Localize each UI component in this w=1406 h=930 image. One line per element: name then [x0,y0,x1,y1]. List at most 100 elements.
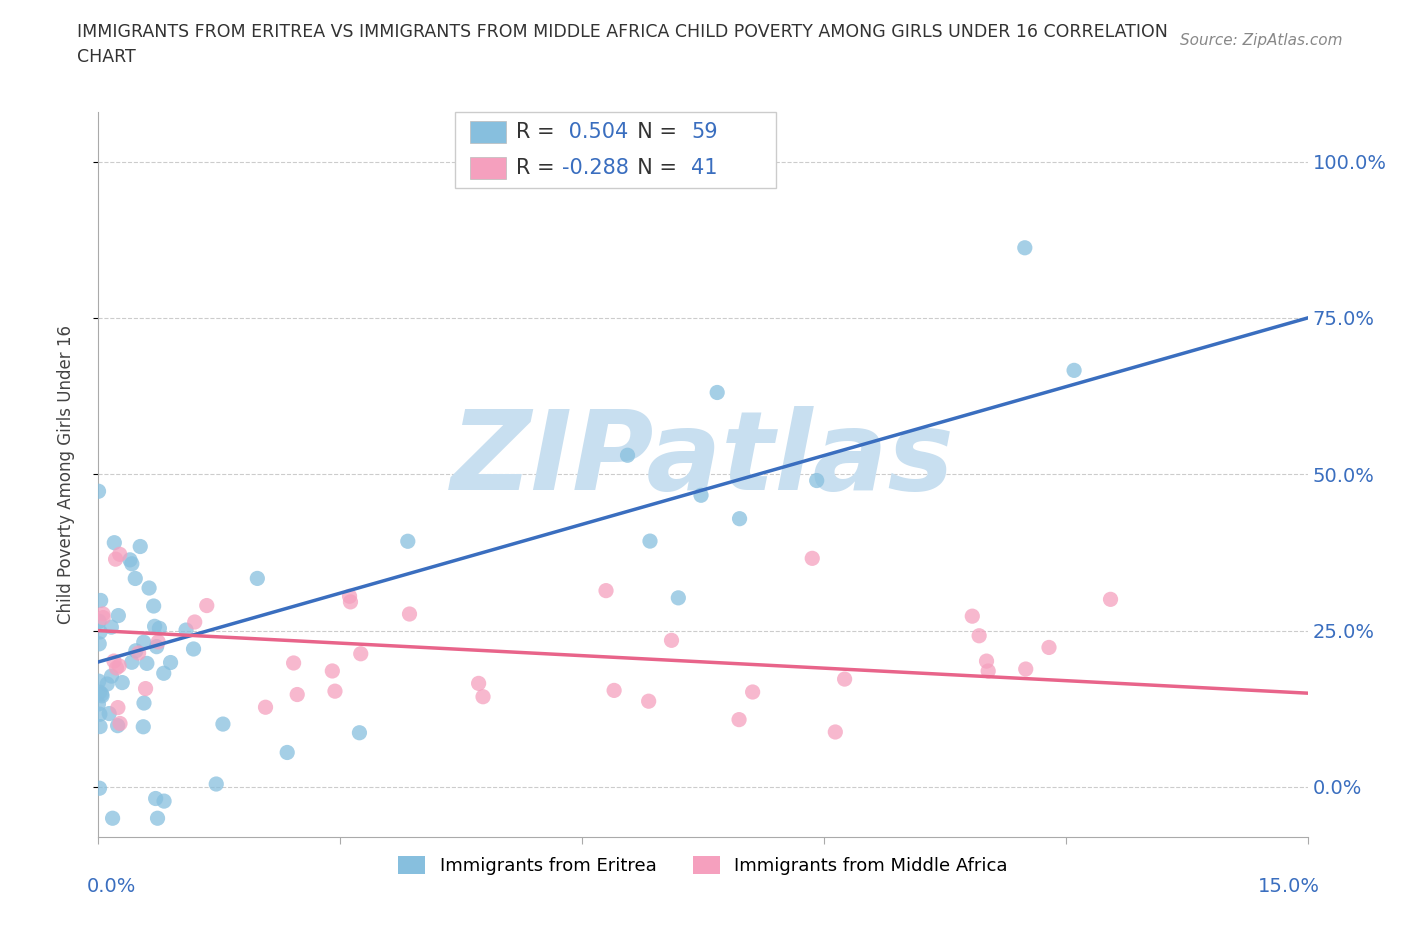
Point [398,606,420,621]
Point [1063,363,1085,378]
Point [125,644,148,658]
Point [1014,240,1036,255]
Point [90,686,112,701]
FancyBboxPatch shape [470,121,506,143]
Point [321,663,343,678]
Point [129,539,152,554]
Text: -0.288: -0.288 [561,158,628,179]
Text: 41: 41 [690,158,717,179]
Point [107,608,129,623]
Y-axis label: Child Poverty Among Girls Under 16: Child Poverty Among Girls Under 16 [56,325,75,624]
Point [616,448,638,463]
Point [146,811,169,826]
Point [148,634,170,649]
Text: 15.0%: 15.0% [1258,877,1320,896]
Point [107,700,129,715]
Point [98,706,121,721]
Point [323,684,346,698]
Point [132,719,155,734]
Point [132,635,155,650]
Point [246,571,269,586]
Point [706,385,728,400]
Point [1015,661,1038,676]
Point [148,621,170,636]
Point [728,712,751,727]
Point [89,781,111,796]
Point [159,655,181,670]
Point [285,687,308,702]
Point [824,724,846,739]
Point [666,591,689,605]
Point [741,684,763,699]
Point [962,609,984,624]
Point [87,697,110,711]
Point [472,689,495,704]
Point [603,683,626,698]
Point [1038,640,1060,655]
Point [205,777,228,791]
Point [108,658,131,673]
Point [339,594,361,609]
Point [254,699,277,714]
Point [111,675,134,690]
Point [183,615,205,630]
Point [276,745,298,760]
Text: R =: R = [516,158,561,179]
Text: 59: 59 [690,122,717,142]
Point [91,610,114,625]
Point [101,811,124,826]
Point [195,598,218,613]
Point [89,636,111,651]
Point [108,547,131,562]
Text: ZIPatlas: ZIPatlas [451,406,955,513]
Text: 0.504: 0.504 [561,122,627,142]
Point [145,639,167,654]
Point [118,552,141,567]
Point [976,654,998,669]
Point [138,580,160,595]
Point [801,551,824,565]
Point [153,793,176,808]
Point [91,606,114,621]
Point [87,673,110,688]
Point [638,534,661,549]
Point [124,571,146,586]
Point [806,473,828,488]
Text: CHART: CHART [77,48,136,66]
Point [690,488,713,503]
Point [128,645,150,660]
Point [105,660,128,675]
Text: N =: N = [624,158,685,179]
Point [212,717,235,732]
Point [104,551,127,566]
Point [396,534,419,549]
Point [142,599,165,614]
Point [1099,591,1122,606]
Text: IMMIGRANTS FROM ERITREA VS IMMIGRANTS FROM MIDDLE AFRICA CHILD POVERTY AMONG GIR: IMMIGRANTS FROM ERITREA VS IMMIGRANTS FR… [77,23,1168,41]
Point [103,654,125,669]
Point [135,656,157,671]
FancyBboxPatch shape [456,112,776,188]
Point [834,671,856,686]
Point [174,622,197,637]
Point [339,589,361,604]
Point [108,716,131,731]
Point [183,642,205,657]
Text: R =: R = [516,122,561,142]
Point [728,512,751,526]
Point [100,669,122,684]
Text: Source: ZipAtlas.com: Source: ZipAtlas.com [1180,33,1343,47]
Point [637,694,659,709]
Point [89,684,111,699]
Point [349,725,371,740]
Text: 0.0%: 0.0% [86,877,136,896]
Point [96,677,118,692]
Point [967,629,990,644]
Point [89,707,111,722]
Point [87,484,110,498]
Text: N =: N = [624,122,685,142]
Point [661,633,683,648]
Point [89,719,111,734]
Point [977,664,1000,679]
Point [107,718,129,733]
